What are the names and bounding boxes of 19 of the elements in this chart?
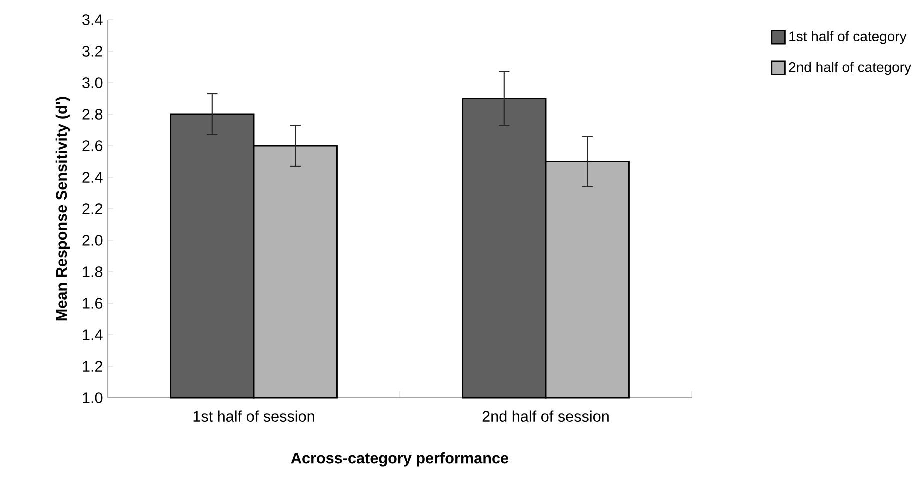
y-tick-label: 2.0 bbox=[82, 235, 103, 246]
y-tick-label: 2.8 bbox=[82, 109, 103, 120]
y-axis-title: Mean Response Sensitivity (d') bbox=[56, 97, 70, 321]
y-tick-label: 1.0 bbox=[83, 392, 103, 404]
y-tick-label: 2.6 bbox=[82, 140, 103, 152]
y-tick-label: 3.0 bbox=[82, 78, 103, 88]
y-tick-label: 1.8 bbox=[83, 266, 103, 278]
y-tick-label: 3.2 bbox=[82, 46, 103, 57]
x-tick-label: 1st half of session bbox=[194, 410, 314, 422]
y-tick-label: 3.4 bbox=[82, 14, 103, 26]
legend-label: 2nd half of category bbox=[789, 62, 912, 76]
y-tick-label: 2.2 bbox=[82, 204, 103, 214]
x-tick-label: 2nd half of session bbox=[482, 410, 609, 422]
y-tick-label: 2.4 bbox=[82, 172, 103, 183]
x-axis-title: Across-category performance bbox=[291, 452, 509, 467]
y-tick-label: 1.2 bbox=[83, 361, 103, 372]
legend-label: 1st half of category bbox=[790, 31, 907, 44]
y-tick-label: 1.4 bbox=[83, 330, 103, 340]
y-tick-label: 1.6 bbox=[83, 298, 103, 309]
